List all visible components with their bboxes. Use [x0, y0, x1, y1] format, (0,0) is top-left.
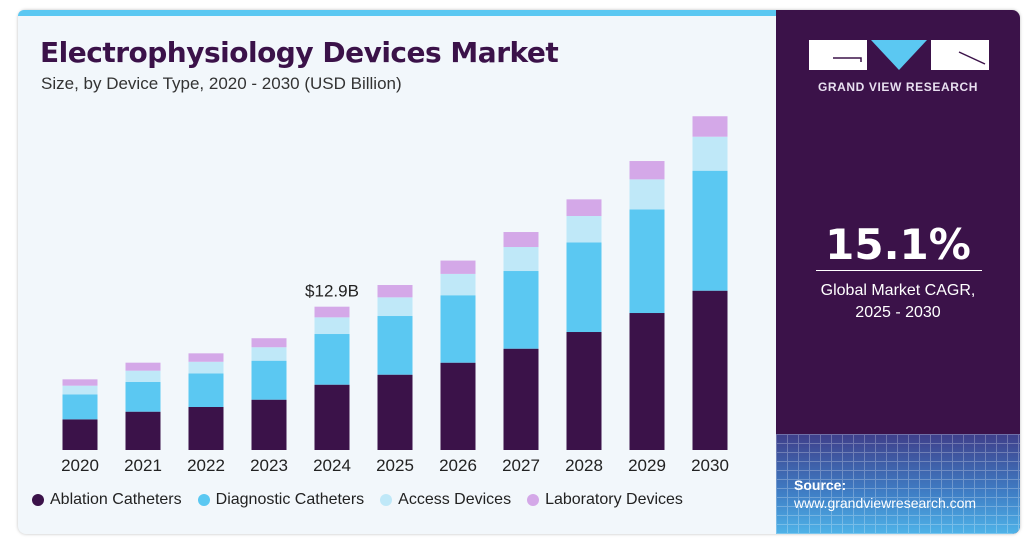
cagr-label-line2: 2025 - 2030	[855, 304, 941, 321]
bar-2020-ablation-catheters	[62, 419, 98, 450]
source: Source: www.grandviewresearch.com	[794, 476, 976, 512]
bar-2028-laboratory-devices	[566, 199, 602, 217]
bar-2025-laboratory-devices	[377, 285, 413, 298]
chart-title: Electrophysiology Devices Market	[40, 36, 559, 69]
x-tick-label: 2025	[376, 456, 414, 475]
bar-2024-laboratory-devices	[314, 306, 350, 318]
side-panel: GRAND VIEW RESEARCH 15.1% Global Market …	[776, 10, 1020, 534]
legend-label: Access Devices	[398, 491, 512, 508]
legend-item: Access Devices	[380, 491, 511, 509]
legend-label: Diagnostic Catheters	[215, 491, 365, 508]
x-tick-label: 2022	[187, 456, 225, 475]
bar-2023-ablation-catheters	[251, 399, 287, 450]
x-tick-label: 2030	[691, 456, 729, 475]
bar-2021-access-devices	[125, 370, 161, 383]
bar-2027-ablation-catheters	[503, 348, 539, 450]
source-url[interactable]: www.grandviewresearch.com	[794, 495, 977, 511]
legend-item: Laboratory Devices	[527, 491, 683, 509]
bar-2030-ablation-catheters	[692, 290, 728, 450]
bar-2023-access-devices	[251, 347, 287, 361]
bar-2029-ablation-catheters	[629, 313, 665, 450]
bar-2021-ablation-catheters	[125, 411, 161, 450]
bar-2022-access-devices	[188, 361, 224, 374]
bar-2026-ablation-catheters	[440, 362, 476, 450]
bar-2025-diagnostic-catheters	[377, 316, 413, 375]
bar-2027-access-devices	[503, 247, 539, 272]
bar-2029-laboratory-devices	[629, 161, 665, 180]
bar-2023-laboratory-devices	[251, 338, 287, 348]
bar-2020-access-devices	[62, 385, 98, 395]
legend-item: Diagnostic Catheters	[197, 491, 365, 509]
bar-2030-diagnostic-catheters	[692, 170, 728, 291]
divider	[816, 270, 982, 271]
x-tick-label: 2023	[250, 456, 288, 475]
x-tick-label: 2027	[502, 456, 540, 475]
bar-2026-laboratory-devices	[440, 260, 476, 274]
legend-marker	[32, 494, 44, 506]
legend-marker	[527, 494, 540, 506]
bar-2021-diagnostic-catheters	[125, 382, 161, 412]
stacked-bar-chart: 2020 2021 2022 2023 2024 $12.9B 2025 2026 2027 20…	[61, 116, 729, 475]
x-tick-label: 2024	[313, 456, 351, 475]
bar-2028-ablation-catheters	[566, 332, 602, 450]
brand-name: GRAND VIEW RESEARCH	[817, 80, 979, 94]
bar-2022-ablation-catheters	[188, 407, 224, 450]
bar-2026-access-devices	[440, 273, 476, 296]
chart-subtitle: Size, by Device Type, 2020 - 2030 (USD B…	[41, 74, 402, 93]
bar-2028-access-devices	[566, 216, 602, 243]
bar-2021-laboratory-devices	[125, 362, 161, 371]
bar-2029-access-devices	[629, 179, 665, 210]
source-background	[776, 434, 1020, 534]
cagr-label: Global Market CAGR, 2025 - 2030	[776, 280, 1020, 324]
bar-2029-diagnostic-catheters	[629, 209, 665, 314]
legend-label: Ablation Catheters	[50, 491, 182, 508]
bar-2025-ablation-catheters	[377, 374, 413, 450]
bar-2024-ablation-catheters	[314, 384, 350, 450]
bar-2023-diagnostic-catheters	[251, 360, 287, 400]
bar-2022-diagnostic-catheters	[188, 373, 224, 408]
bar-2024-access-devices	[314, 317, 350, 335]
bar-2020-diagnostic-catheters	[62, 394, 98, 420]
source-label: Source:	[794, 477, 847, 493]
bar-2027-diagnostic-catheters	[503, 271, 539, 349]
cagr-label-line1: Global Market CAGR,	[820, 282, 976, 299]
bar-2024-diagnostic-catheters	[314, 334, 350, 385]
bar-2030-access-devices	[692, 136, 728, 171]
bar-2030-laboratory-devices	[692, 116, 728, 137]
legend: Ablation Catheters Diagnostic Catheters Ac…	[32, 491, 683, 509]
grand-view-research-logo	[809, 40, 989, 70]
bar-2026-diagnostic-catheters	[440, 295, 476, 363]
cagr-value: 15.1%	[825, 220, 971, 269]
bar-2020-laboratory-devices	[62, 379, 98, 386]
bar-2022-laboratory-devices	[188, 353, 224, 362]
bar-2028-diagnostic-catheters	[566, 242, 602, 333]
x-tick-label: 2029	[628, 456, 666, 475]
legend-label: Laboratory Devices	[545, 491, 683, 508]
accent-bar	[18, 10, 776, 16]
legend-item: Ablation Catheters	[32, 491, 182, 509]
data-label-2024: $12.9B	[305, 282, 359, 301]
x-tick-label: 2028	[565, 456, 603, 475]
legend-marker	[380, 494, 393, 506]
x-tick-label: 2026	[439, 456, 477, 475]
x-tick-label: 2021	[124, 456, 162, 475]
bar-2027-laboratory-devices	[503, 232, 539, 248]
legend-marker	[197, 494, 210, 506]
x-tick-label: 2020	[61, 456, 99, 475]
bar-2025-access-devices	[377, 297, 413, 317]
